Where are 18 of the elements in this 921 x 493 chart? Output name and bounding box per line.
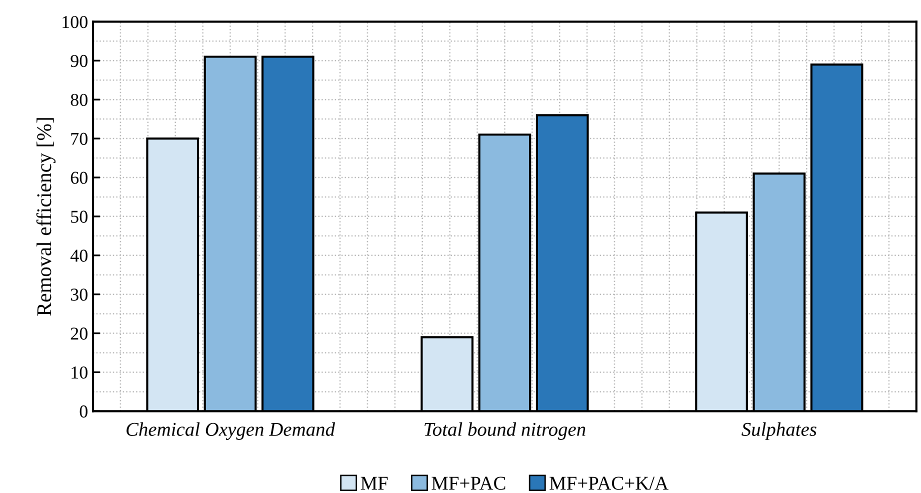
y-tick-label: 80 [70,94,88,106]
y-tick-label: 20 [70,328,88,340]
legend-label: MF+PAC [432,476,506,490]
x-tick-label: Total bound nitrogen [424,422,586,440]
y-tick-label: 100 [62,16,88,28]
y-tick-label: 0 [80,405,88,418]
legend-label: MF+PAC+K/A [550,476,668,490]
legend-label: MF [360,476,388,490]
y-tick-label: 10 [72,366,88,379]
y-tick-label: 50 [71,210,88,223]
y-tick-label: 90 [70,54,88,68]
x-tick-label: Chemical Oxygen Demand [126,422,336,440]
y-axis-title: Removal efficiency [%] [36,118,56,316]
y-tick-label: 60 [70,172,88,184]
y-tick-label: 40 [70,250,88,262]
y-tick-label: 70 [71,132,88,145]
y-tick-label: 30 [70,288,88,301]
x-tick-label: Sulphates [742,422,816,440]
